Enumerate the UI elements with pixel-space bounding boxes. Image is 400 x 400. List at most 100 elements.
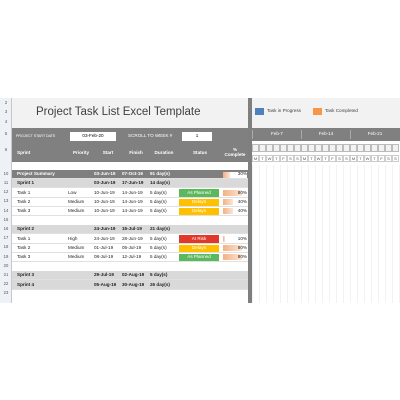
cell-name: Task 2 bbox=[17, 244, 31, 250]
cell-duration: 91 day(s) bbox=[150, 171, 170, 177]
table-row bbox=[12, 280, 248, 290]
row-number: 14 bbox=[3, 207, 9, 213]
separator bbox=[248, 98, 252, 303]
start-value[interactable]: 03-Feb-20 bbox=[70, 132, 116, 141]
day-letter: T bbox=[273, 155, 280, 162]
cell-duration: 5 day(s) bbox=[150, 208, 167, 214]
cell-priority: Medium bbox=[68, 244, 85, 250]
cell-finish: 14-Jun-19 bbox=[122, 198, 143, 204]
row-number: 13 bbox=[3, 198, 9, 204]
week-label: Feb-14 bbox=[301, 130, 350, 139]
cell-name: Task 1 bbox=[17, 235, 31, 241]
column-header: Status bbox=[192, 149, 208, 155]
table-row bbox=[12, 188, 248, 198]
table-row bbox=[12, 225, 248, 235]
day-number bbox=[364, 144, 371, 152]
table-row bbox=[12, 271, 248, 281]
day-number bbox=[392, 144, 399, 152]
row-number: 16 bbox=[3, 226, 9, 232]
title: Project Task List Excel Template bbox=[36, 106, 201, 119]
cell-duration: 26 day(s) bbox=[150, 281, 170, 287]
cell-name: Task 3 bbox=[17, 208, 31, 214]
percent: 40% bbox=[237, 198, 247, 204]
cell-duration: 5 day(s) bbox=[150, 189, 167, 195]
table-row bbox=[12, 234, 248, 244]
cell-start: 24-Jun-19 bbox=[94, 226, 116, 232]
cell-duration: 5 day(s) bbox=[150, 254, 167, 260]
cell-name: Sprint 2 bbox=[17, 226, 35, 232]
day-number bbox=[322, 144, 329, 152]
day-letter: S bbox=[336, 155, 343, 162]
table-row bbox=[12, 197, 248, 207]
status-cell[interactable]: Delays bbox=[179, 198, 219, 206]
percent: 80% bbox=[237, 189, 247, 195]
row-number: 19 bbox=[3, 253, 9, 259]
row-number: 2 bbox=[4, 99, 8, 105]
start-label: PROJECT START DATE bbox=[16, 133, 56, 138]
week-label: Feb-7 bbox=[252, 130, 301, 139]
table-row bbox=[12, 243, 248, 253]
cell-finish: 02-Aug-19 bbox=[122, 272, 145, 278]
scroll-value[interactable]: 1 bbox=[182, 132, 212, 141]
cell-priority: Low bbox=[68, 189, 77, 195]
progress-track bbox=[223, 235, 247, 243]
cell-finish: 28-Jun-19 bbox=[122, 235, 143, 241]
progress-bar bbox=[223, 199, 233, 206]
cell-duration: 5 day(s) bbox=[150, 244, 167, 250]
day-letter: T bbox=[357, 155, 364, 162]
day-letter: M bbox=[252, 155, 259, 162]
day-number bbox=[266, 144, 273, 152]
cell-start: 05-Aug-19 bbox=[94, 281, 117, 287]
day-letter: T bbox=[308, 155, 315, 162]
cell-finish: 30-Aug-19 bbox=[122, 281, 145, 287]
row-number: 6 bbox=[4, 146, 8, 152]
day-number bbox=[378, 144, 385, 152]
progress-bar bbox=[223, 235, 226, 243]
day-letter: S bbox=[287, 155, 294, 162]
cell-priority: Medium bbox=[68, 254, 85, 260]
column-header: Sprint bbox=[17, 149, 31, 155]
day-number bbox=[273, 144, 280, 152]
progress-bar bbox=[223, 171, 231, 178]
row-number: 15 bbox=[3, 216, 9, 222]
gantt-grid bbox=[252, 165, 400, 303]
day-letter: W bbox=[364, 155, 371, 162]
cell-finish: 14-Jun-19 bbox=[122, 208, 143, 214]
row-number: 11 bbox=[3, 180, 9, 186]
status-cell[interactable]: As Planned bbox=[179, 189, 219, 197]
cell-start: 10-Jun-19 bbox=[94, 189, 115, 195]
progress-track bbox=[223, 208, 247, 215]
status-cell[interactable]: Delays bbox=[179, 207, 219, 215]
day-letter: S bbox=[343, 155, 350, 162]
cell-duration: 5 day(s) bbox=[150, 198, 167, 204]
day-number bbox=[385, 144, 392, 152]
cell-finish: 12-Jul-19 bbox=[122, 254, 142, 260]
legend-area bbox=[252, 98, 400, 128]
row-number-column bbox=[0, 98, 12, 303]
cell-finish: 17-Jun-19 bbox=[122, 180, 144, 186]
legend-swatch bbox=[255, 108, 264, 115]
day-number bbox=[371, 144, 378, 152]
cell-duration: 14 day(s) bbox=[150, 180, 170, 186]
progress-bar bbox=[223, 254, 243, 261]
cell-finish: 14-Jun-19 bbox=[122, 189, 143, 195]
status-cell[interactable]: Delays bbox=[179, 244, 219, 252]
row-number: 22 bbox=[3, 281, 9, 287]
status-cell[interactable]: At Risk bbox=[179, 235, 219, 243]
cell-priority: Medium bbox=[68, 198, 85, 204]
row-number: 17 bbox=[3, 235, 9, 241]
row-number: 4 bbox=[4, 118, 8, 124]
cell-duration: 21 day(s) bbox=[150, 226, 170, 232]
day-number bbox=[308, 144, 315, 152]
status-cell[interactable]: As Planned bbox=[179, 253, 219, 261]
column-header: % Complete bbox=[224, 147, 246, 157]
progress-bar bbox=[223, 245, 243, 252]
cell-name: Project Summary bbox=[17, 171, 55, 177]
legend-label: Task in Progress bbox=[267, 108, 301, 114]
percent: 40% bbox=[237, 208, 247, 214]
week-label: Feb-21 bbox=[350, 130, 399, 139]
progress-track bbox=[223, 199, 247, 206]
cell-start: 03-Jun-19 bbox=[94, 171, 116, 177]
cell-start: 01-Jul-19 bbox=[94, 244, 114, 250]
cell-name: Sprint 1 bbox=[17, 180, 35, 186]
